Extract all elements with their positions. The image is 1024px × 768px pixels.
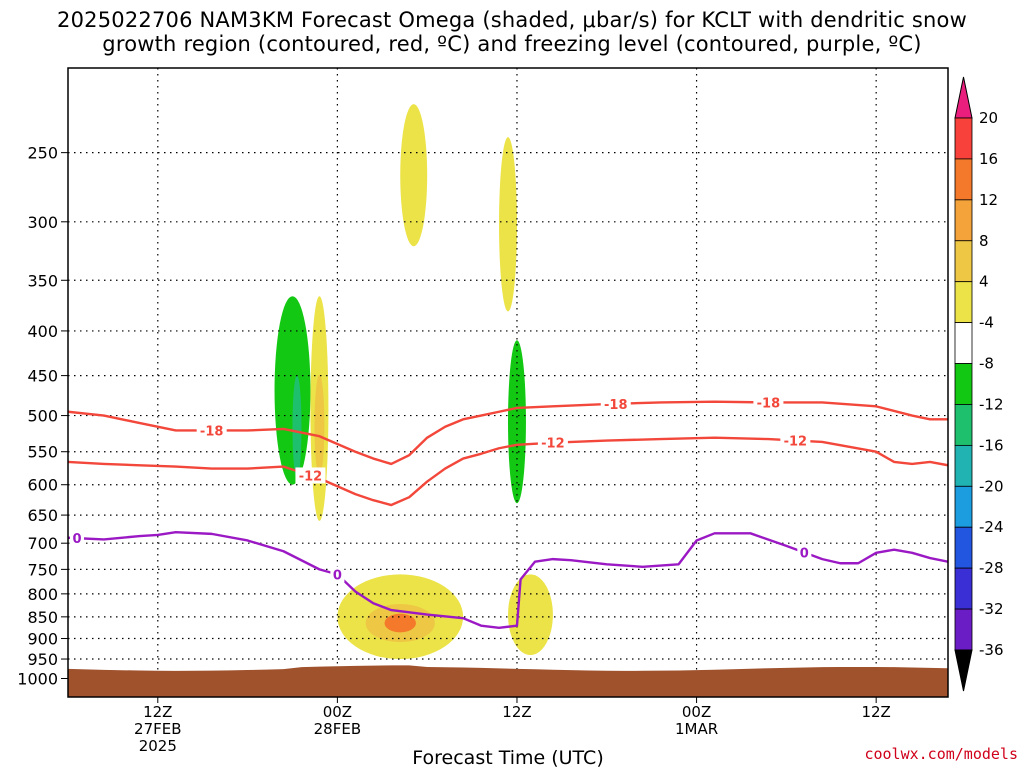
ground-layer [68,665,948,697]
credit-text: coolwx.com/models [864,745,1018,763]
contour-label: -12 [784,435,808,450]
contour-label: -12 [541,437,565,452]
contour-label-bg [330,566,345,583]
x-tick-label: 2025 [139,737,177,755]
contour-label: -18 [757,396,781,411]
contour-label: -18 [200,424,224,439]
omega-area-0 [274,296,311,485]
y-tick-label: 1000 [17,669,58,688]
x-tick-label: 00Z [323,703,352,721]
contour-label: 0 [333,568,342,583]
contour-label-bg [797,544,812,561]
x-tick-label: 00Z [682,703,711,721]
colorbar-label: -16 [979,436,1004,454]
x-tick-label: 12Z [143,703,172,721]
contour-0 [68,531,948,630]
colorbar-swatch [954,240,973,283]
omega-area-4 [499,137,517,312]
colorbar-label: -28 [979,559,1004,577]
colorbar: 20 16 12 8 4 -4 -8 -12 -16 -20 -24 -28 -32 -36 [954,76,1004,692]
y-tick-label: 450 [27,367,58,386]
y-tick-label: 800 [27,585,58,604]
contour--18 [68,400,948,466]
x-tick-label: 28FEB [314,720,361,738]
plot-frame [67,67,949,698]
contour-label-bg [600,395,631,412]
y-tick-label: 250 [27,144,58,163]
omega-area-1 [292,375,302,479]
contour-label: 0 [72,532,81,547]
y-axis: 250 300 350 400 450 500 550 600 650 700 750 800 850 9… [17,144,68,688]
colorbar-swatch [954,199,973,242]
terrain [68,665,948,697]
x-tick-label: 12Z [502,703,531,721]
chart-title-line-1: 2025022706 NAM3KM Forecast Omega (shaded… [57,8,967,32]
y-tick-label: 400 [27,322,58,341]
colorbar-swatch [954,158,973,201]
omega-area-7 [508,574,553,656]
omega-area-5 [508,340,526,504]
y-tick-label: 750 [27,560,58,579]
colorbar-label: 16 [979,150,998,168]
colorbar-label: 8 [979,232,989,250]
contour-label: -18 [604,398,628,413]
y-tick-label: 650 [27,506,58,525]
colorbar-swatch [954,404,973,446]
omega-peak-6 [384,613,416,633]
colorbar-label: -36 [979,641,1004,659]
colorbar-swatch [954,485,973,528]
y-tick-label: 850 [27,608,58,627]
x-tick-label: 12Z [861,703,890,721]
contour-label-bg [780,432,811,449]
colorbar-swatch [954,444,973,487]
omega-area-3 [400,104,428,247]
omega-shading [274,104,553,660]
contour-lines: -18 -18 -18 -12 -12 -12 0 0 0 [68,394,948,630]
omega-core-2 [314,374,325,476]
y-tick-label: 950 [27,650,58,669]
colorbar-label: -32 [979,600,1004,618]
contour-label: -12 [299,469,323,484]
colorbar-label: -8 [979,355,994,373]
contour-label-bg [295,467,326,484]
colorbar-top-arrow [954,76,973,119]
colorbar-swatch [954,322,973,364]
colorbar-label: -20 [979,477,1004,495]
y-tick-label: 350 [27,271,58,290]
y-tick-label: 700 [27,534,58,553]
colorbar-label: 20 [979,109,998,127]
x-tick-label: 1MAR [675,720,718,738]
contour-label-bg [196,422,227,439]
colorbar-label: -24 [979,518,1004,536]
colorbar-swatch [954,567,973,610]
colorbar-swatch [954,117,973,160]
colorbar-label: 12 [979,191,998,209]
contour-label-bg [537,434,568,451]
colorbar-swatch [954,608,973,651]
colorbar-bottom-arrow [954,649,973,692]
x-tick-label: 27FEB [134,720,181,738]
colorbar-label: -4 [979,314,994,332]
y-tick-label: 300 [27,213,58,232]
chart-title-line-2: growth region (contoured, red, ºC) and f… [102,32,922,56]
y-tick-label: 600 [27,476,58,495]
y-tick-label: 900 [27,630,58,649]
contour-label-bg [69,530,84,547]
colorbar-swatch [954,526,973,569]
contour-label: 0 [800,547,809,562]
contour--12 [68,436,948,507]
x-axis-label: Forecast Time (UTC) [412,747,603,768]
y-tick-label: 500 [27,407,58,426]
colorbar-swatch [954,363,973,405]
colorbar-label: 4 [979,273,989,291]
colorbar-label: -12 [979,395,1004,413]
contour-label-bg [753,394,784,411]
colorbar-swatch [954,281,973,324]
y-tick-label: 550 [27,443,58,462]
